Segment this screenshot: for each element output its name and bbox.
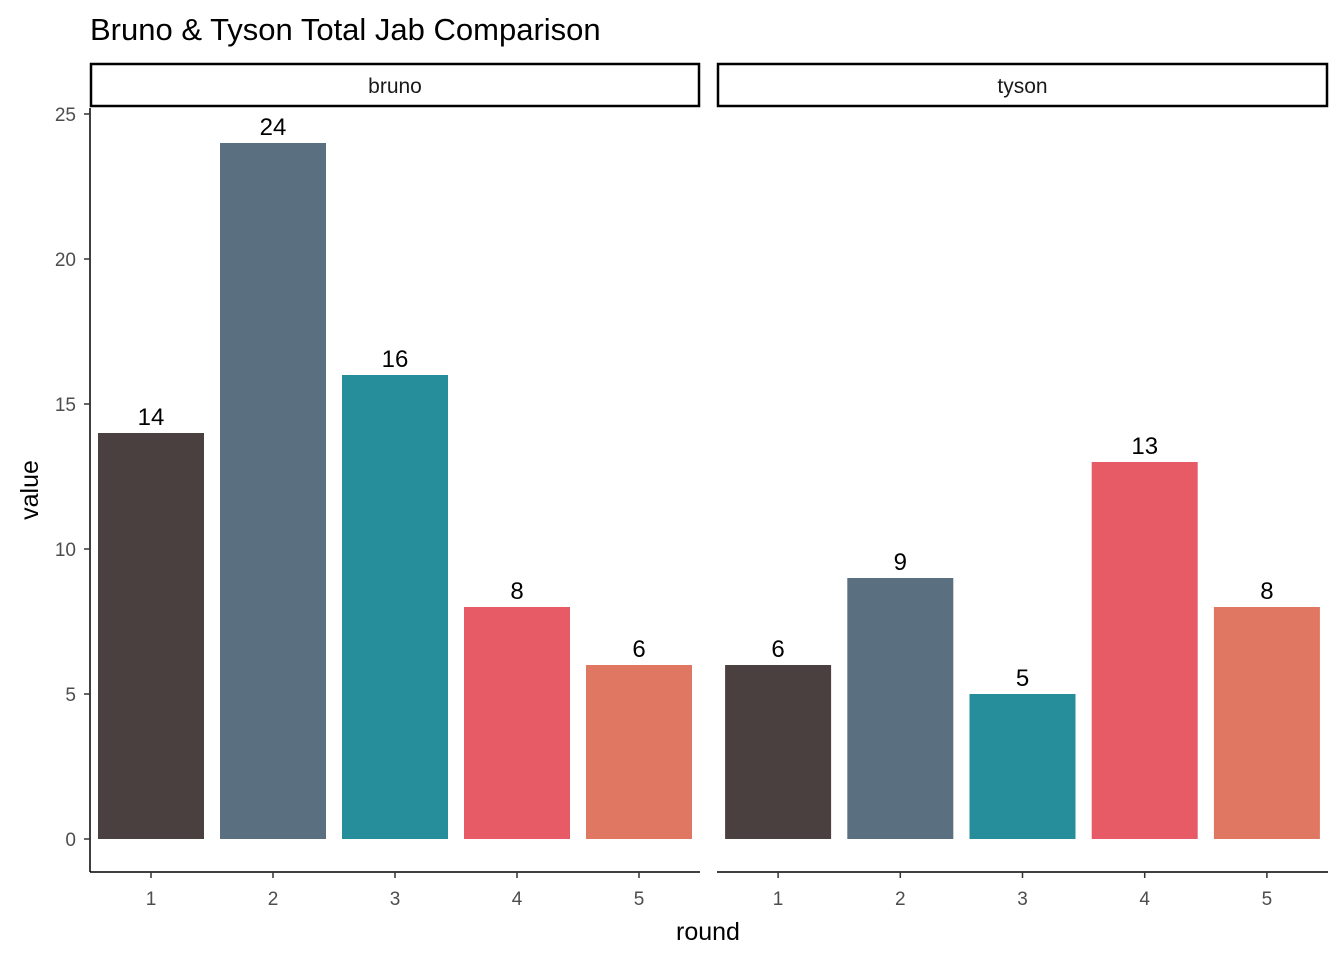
bar-tyson-round-1	[725, 665, 832, 839]
bar-bruno-round-3	[342, 375, 448, 839]
bar-tyson-round-3	[969, 694, 1076, 839]
x-tick-label: 5	[1262, 889, 1273, 910]
x-tick-label: 1	[773, 889, 784, 910]
x-tick-label: 2	[895, 889, 906, 910]
y-tick-label: 20	[55, 250, 76, 271]
x-tick-label: 4	[512, 889, 523, 910]
bar-value-label: 8	[510, 578, 523, 605]
y-axis-title: value	[16, 460, 44, 520]
bar-bruno-round-1	[98, 433, 204, 839]
facet-panel-bruno: bruno 14 1 24 2 16 3 8 4 6 5	[89, 62, 701, 910]
facet-strip-label: tyson	[997, 75, 1047, 98]
bar-value-label: 24	[260, 114, 287, 141]
x-tick-label: 2	[268, 889, 279, 910]
facet-strip	[716, 62, 1329, 108]
x-tick-label: 3	[390, 889, 401, 910]
y-tick-label: 25	[55, 105, 76, 126]
y-tick-label: 0	[65, 830, 76, 851]
facet-strip-label: bruno	[368, 75, 422, 98]
x-tick-label: 5	[634, 889, 645, 910]
y-tick-label: 15	[55, 395, 76, 416]
bar-value-label: 5	[1016, 665, 1029, 692]
bar-bruno-round-5	[586, 665, 692, 839]
facet-panel-tyson: tyson 6 1 9 2 5 3 13 4 8 5	[716, 62, 1329, 910]
x-axis-title: round	[676, 918, 740, 946]
bar-tyson-round-2	[847, 578, 954, 839]
bar-bruno-round-2	[220, 143, 326, 839]
x-tick-label: 1	[146, 889, 157, 910]
bar-tyson-round-5	[1213, 607, 1320, 839]
chart-title: Bruno & Tyson Total Jab Comparison	[90, 12, 601, 47]
facet-strip	[89, 62, 701, 108]
bar-value-label: 14	[138, 404, 165, 431]
bar-value-label: 6	[632, 636, 645, 663]
bar-tyson-round-4	[1091, 462, 1198, 839]
y-tick-label: 5	[65, 685, 76, 706]
bar-value-label: 16	[382, 346, 409, 373]
bar-bruno-round-4	[464, 607, 570, 839]
x-tick-label: 4	[1139, 889, 1150, 910]
bar-value-label: 9	[894, 549, 907, 576]
y-tick-label: 10	[55, 540, 76, 561]
x-tick-label: 3	[1017, 889, 1028, 910]
bar-value-label: 13	[1131, 433, 1158, 460]
bar-value-label: 6	[771, 636, 784, 663]
bar-value-label: 8	[1260, 578, 1273, 605]
